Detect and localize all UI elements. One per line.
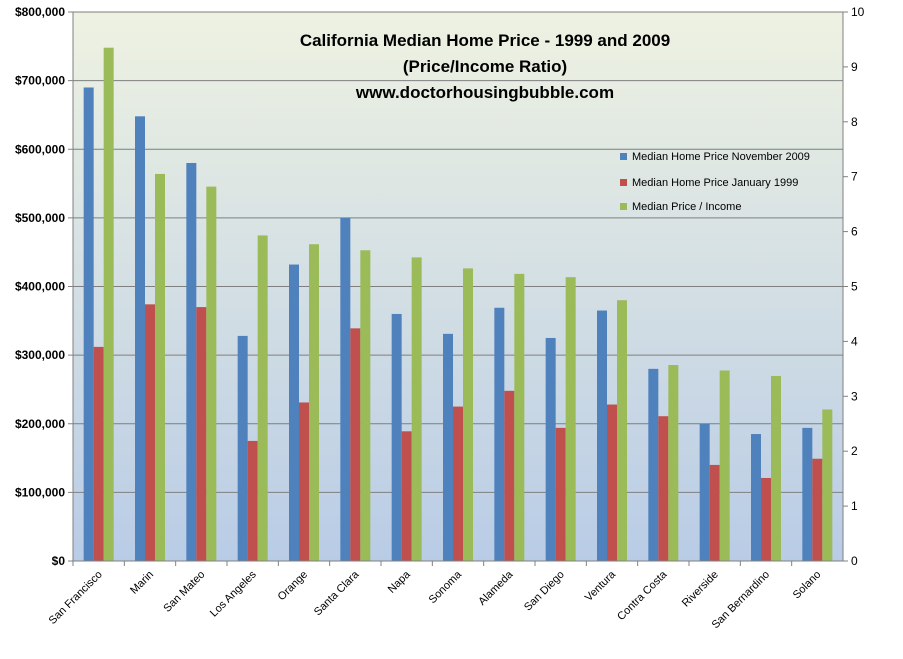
x-tick-label: Santa Clara [312,568,362,618]
x-tick-label: Alameda [476,568,516,608]
x-tick-label: Marin [128,569,156,597]
x-tick-label: San Mateo [161,569,207,615]
y-right-tick-label: 5 [851,280,858,294]
x-tick-label: San Francisco [47,569,105,627]
bar-right-series-2-los-angeles [257,235,268,561]
y-right-tick-label: 6 [851,225,858,239]
bar-left-series-1-san-francisco [93,346,104,561]
x-tick-label: Riverside [680,569,721,610]
bar-left-series-0-sonoma [443,333,453,561]
x-tick-label: Orange [276,569,310,603]
bar-right-series-2-napa [411,257,422,561]
bar-left-series-0-riverside [699,423,710,561]
y-left-tick-label: $100,000 [15,485,65,499]
bars [83,47,833,562]
x-tick-label: Contra Costa [615,568,670,623]
bar-left-series-1-contra-costa [658,416,669,561]
bar-right-series-2-solano [822,409,833,561]
x-tick-label: Los Angeles [208,568,259,619]
bar-left-series-1-orange [299,402,309,561]
chart-title-line-1: California Median Home Price - 1999 and … [300,31,670,50]
bar-left-series-1-san-diego [555,427,566,561]
y-left-tick-label: $300,000 [15,348,65,362]
x-tick-label: Ventura [583,568,619,604]
bar-right-series-2-san-diego [565,277,576,561]
y-right-tick-label: 9 [851,60,858,74]
bar-left-series-0-ventura [597,310,607,561]
bar-left-series-1-los-angeles [247,440,258,561]
y-left-tick-label: $0 [52,554,66,568]
bar-right-series-2-sonoma [463,268,473,561]
bar-left-series-0-san-diego [545,337,556,561]
x-axis: San Francisco Marin San Mateo Los Angeles Or… [47,561,824,631]
y-right-tick-label: 0 [851,554,858,568]
chart-title: California Median Home Price - 1999 and … [300,31,670,102]
legend-label: Median Home Price November 2009 [632,151,810,163]
y-axis-left: $0 $100,000 $200,000 $300,000 $400,000 $500,0… [15,5,73,568]
x-tick-label: Napa [386,568,414,596]
y-left-tick-label: $800,000 [15,5,65,19]
bar-left-series-0-san-francisco [83,87,94,562]
y-right-tick-label: 1 [851,499,858,513]
legend-label: Median Price / Income [632,201,741,213]
y-left-tick-label: $500,000 [15,211,65,225]
bar-right-series-2-orange [309,244,319,562]
bar-right-series-2-contra-costa [668,365,679,561]
x-tick-label: Solano [791,569,824,602]
legend-swatch [620,203,627,210]
x-tick-label: Sonoma [427,568,465,606]
y-right-tick-label: 2 [851,444,858,458]
y-right-tick-label: 4 [851,334,858,348]
bar-left-series-1-sonoma [453,406,463,561]
y-right-tick-label: 3 [851,389,858,403]
bar-left-series-0-solano [802,427,813,561]
y-right-tick-label: 7 [851,170,858,184]
bar-left-series-0-marin [135,116,145,561]
bar-right-series-2-santa-clara [360,250,371,562]
bar-left-series-1-riverside [709,464,720,561]
x-tick-label: San Diego [522,569,567,614]
y-left-tick-label: $600,000 [15,142,65,156]
bar-right-series-2-marin [155,173,165,561]
bar-right-series-2-san-bernardino [771,375,781,561]
legend-label: Median Home Price January 1999 [632,177,798,189]
y-axis-right: 0 1 2 3 4 5 6 7 8 9 10 [843,5,865,568]
bar-left-series-0-san-bernardino [751,434,761,561]
bar-left-series-1-alameda [504,390,515,561]
bar-left-series-1-ventura [607,404,617,561]
bar-left-series-0-napa [391,313,402,561]
bar-left-series-0-santa-clara [340,217,351,561]
chart-title-line-2: (Price/Income Ratio) [403,57,567,76]
bar-left-series-0-los-angeles [237,335,248,561]
bar-right-series-2-riverside [719,370,730,561]
bar-left-series-1-san-bernardino [761,477,771,561]
bar-right-series-2-san-mateo [206,186,217,561]
y-left-tick-label: $200,000 [15,417,65,431]
bar-left-series-0-alameda [494,307,505,561]
bar-left-series-1-napa [401,431,412,561]
chart-title-line-3: www.doctorhousingbubble.com [355,83,614,102]
y-right-tick-label: 8 [851,115,858,129]
bar-left-series-1-san-mateo [196,307,207,561]
bar-left-series-0-san-mateo [186,162,197,561]
bar-left-series-1-solano [812,458,823,561]
y-right-tick-label: 10 [851,5,865,19]
bar-right-series-2-alameda [514,273,525,561]
legend-swatch [620,179,627,186]
bar-left-series-1-marin [145,304,155,561]
bar-left-series-0-contra-costa [648,368,659,561]
bar-right-series-2-san-francisco [103,47,114,562]
legend-swatch [620,153,627,160]
bar-left-series-1-santa-clara [350,328,361,561]
bar-right-series-2-ventura [617,300,627,561]
y-left-tick-label: $400,000 [15,280,65,294]
y-left-tick-label: $700,000 [15,74,65,88]
legend: Median Home Price November 2009 Median Ho… [620,151,810,213]
bar-left-series-0-orange [289,264,299,561]
